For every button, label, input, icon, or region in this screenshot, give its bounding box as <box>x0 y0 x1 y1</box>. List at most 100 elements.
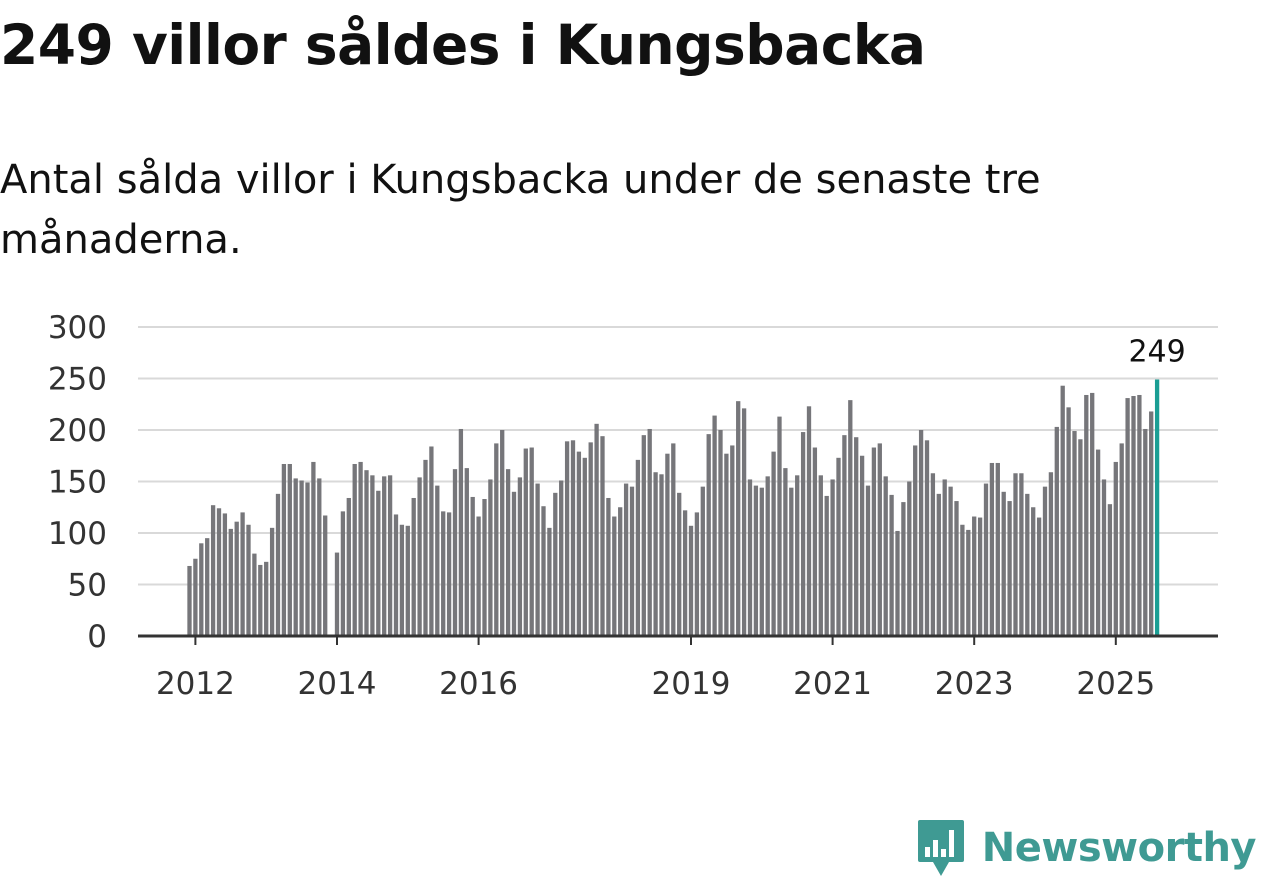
bars <box>187 379 1160 636</box>
bar <box>907 481 912 636</box>
bar <box>323 515 328 636</box>
bar <box>258 564 263 636</box>
bar <box>960 524 965 636</box>
y-tick-label: 300 <box>48 310 107 346</box>
bar <box>1036 517 1042 636</box>
bar <box>730 445 735 636</box>
bar <box>488 479 493 636</box>
bar <box>252 553 257 636</box>
y-axis-ticks: 0 50 100 150 200 250 300 <box>48 310 107 655</box>
brand-logo: Newsworthy <box>916 818 1257 878</box>
bar <box>505 469 511 636</box>
bar <box>1090 392 1095 636</box>
bar <box>783 468 788 636</box>
x-tick-label: 2025 <box>1076 666 1155 702</box>
bar <box>659 474 664 636</box>
bar <box>706 434 711 636</box>
bar <box>877 443 882 636</box>
bar <box>724 453 729 636</box>
bar <box>854 437 859 636</box>
bar <box>435 485 440 636</box>
bar <box>948 486 953 636</box>
bar <box>193 558 198 636</box>
bar <box>901 502 906 636</box>
bar <box>405 525 410 636</box>
bar <box>682 510 688 636</box>
bar <box>759 487 764 636</box>
bar <box>1048 472 1054 636</box>
bar <box>576 451 582 636</box>
bar <box>795 475 800 636</box>
bar <box>399 524 405 636</box>
bar <box>677 492 682 636</box>
bar <box>765 476 770 636</box>
brand-name: Newsworthy <box>981 825 1257 871</box>
bar <box>913 445 918 636</box>
x-axis-ticks: 2012 2014 2016 2019 2021 2023 2025 <box>156 636 1155 702</box>
bar <box>1013 473 1018 636</box>
bar <box>1001 491 1006 636</box>
bar <box>275 493 281 636</box>
x-tick-label: 2016 <box>439 666 518 702</box>
bar <box>741 408 747 636</box>
bar <box>210 505 216 636</box>
bar <box>848 400 853 636</box>
bar <box>977 517 983 636</box>
bar <box>600 436 605 636</box>
bar <box>612 516 617 636</box>
bar <box>387 475 393 636</box>
bar <box>476 516 481 636</box>
bar <box>340 511 346 636</box>
x-tick-label: 2012 <box>156 666 235 702</box>
bar <box>883 476 888 636</box>
bar <box>264 561 269 636</box>
bar <box>570 440 576 636</box>
bar <box>234 521 239 636</box>
bar <box>517 477 523 636</box>
bar <box>694 512 700 636</box>
bar <box>393 514 399 636</box>
bar <box>553 492 558 636</box>
bar <box>972 516 977 636</box>
bar <box>458 428 464 636</box>
bar <box>618 507 623 636</box>
bar <box>511 491 517 636</box>
bar <box>647 428 652 636</box>
bar <box>871 447 877 636</box>
bar <box>1025 493 1030 636</box>
bar <box>222 513 228 636</box>
bar <box>1143 428 1148 636</box>
last-value-label: 249 <box>1128 335 1185 370</box>
bar <box>541 506 546 636</box>
bar <box>199 543 204 636</box>
bar <box>629 486 635 636</box>
bar <box>688 525 694 636</box>
bar <box>995 462 1000 636</box>
bar <box>983 483 989 636</box>
bar <box>812 447 818 636</box>
bar <box>216 508 222 636</box>
bar <box>376 490 381 636</box>
bar <box>205 538 210 636</box>
bar <box>712 415 717 636</box>
bar <box>423 459 428 636</box>
bar <box>547 527 552 636</box>
bar <box>1042 486 1048 636</box>
bar <box>364 470 369 636</box>
bar <box>446 512 452 636</box>
bar-chart-bubble-icon <box>917 820 964 876</box>
bar <box>753 485 759 636</box>
bar <box>293 478 298 636</box>
x-tick-label: 2019 <box>652 666 731 702</box>
bar <box>789 487 794 636</box>
bar <box>269 527 275 636</box>
bar <box>317 478 322 636</box>
bar <box>1137 394 1142 636</box>
bar <box>623 483 629 636</box>
bar <box>800 432 806 636</box>
bar <box>830 479 835 636</box>
bar <box>417 477 422 636</box>
bar <box>842 435 847 636</box>
bar <box>930 473 936 636</box>
bar <box>859 455 865 636</box>
